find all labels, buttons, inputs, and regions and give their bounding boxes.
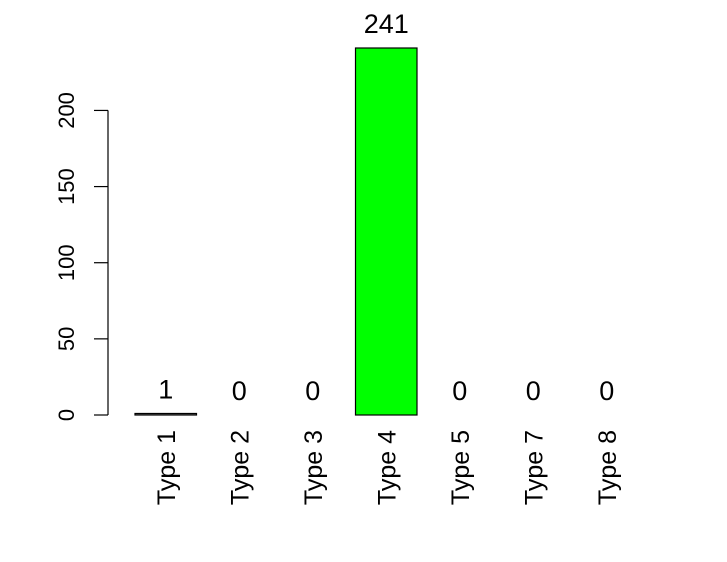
category-label: Type 5 — [447, 430, 475, 505]
bars — [134, 47, 418, 416]
y-tick-label: 50 — [54, 327, 79, 351]
y-tick-label: 200 — [54, 92, 79, 129]
y-tick-label: 150 — [54, 168, 79, 205]
bar — [354, 47, 418, 416]
category-label: Type 1 — [153, 430, 181, 505]
category-label: Type 7 — [520, 430, 548, 505]
category-label: Type 4 — [373, 430, 401, 505]
y-tick-label: 100 — [54, 244, 79, 281]
bar-value-label: 1 — [158, 374, 173, 404]
bar-value-label: 0 — [599, 376, 614, 406]
bar-labels: 1 0 0 241 0 0 0 — [158, 9, 614, 406]
bar-value-label: 0 — [305, 376, 320, 406]
category-labels: Type 1 Type 2 Type 3 Type 4 Type 5 Type 7 Type… — [153, 430, 622, 505]
category-label: Type 3 — [300, 430, 328, 505]
bar-value-label: 0 — [526, 376, 541, 406]
bar — [134, 412, 198, 416]
y-axis: 0 50 100 150 200 — [54, 92, 109, 421]
bar-value-label: 0 — [232, 376, 247, 406]
bar-value-label: 0 — [452, 376, 467, 406]
bar-value-label: 241 — [364, 9, 409, 39]
category-label: Type 8 — [594, 430, 622, 505]
category-label: Type 2 — [226, 430, 254, 505]
y-tick-label: 0 — [54, 409, 79, 421]
